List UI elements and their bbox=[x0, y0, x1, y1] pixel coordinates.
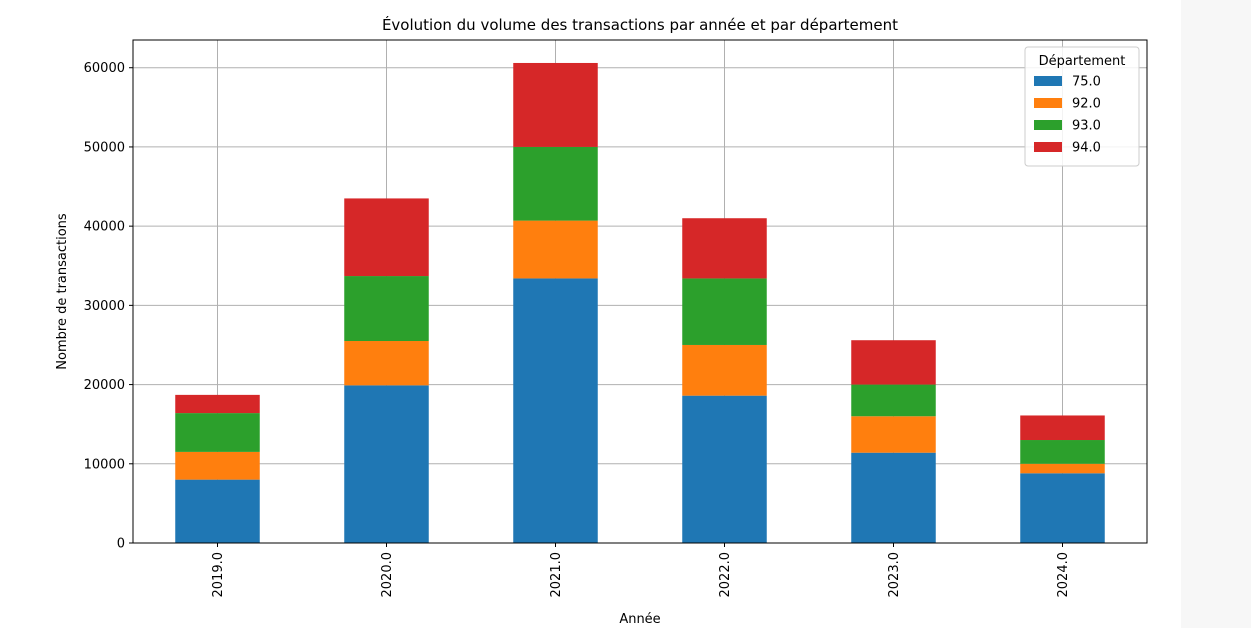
x-tick-label: 2020.0 bbox=[380, 552, 395, 598]
bar-segment bbox=[175, 451, 260, 480]
x-tick-label: 2023.0 bbox=[887, 552, 902, 598]
legend-title: Département bbox=[1039, 54, 1126, 69]
x-tick-label: 2021.0 bbox=[549, 552, 564, 598]
bar-segment bbox=[682, 395, 767, 543]
bars bbox=[175, 62, 1105, 543]
bar-segment bbox=[344, 198, 429, 277]
y-tick-label: 30000 bbox=[84, 299, 125, 314]
grid-lines bbox=[133, 40, 1147, 544]
x-tick-label: 2019.0 bbox=[211, 552, 226, 598]
bar-segment bbox=[513, 220, 598, 279]
bar-segment bbox=[682, 344, 767, 396]
y-tick-label: 40000 bbox=[84, 220, 125, 235]
bar-segment bbox=[851, 384, 936, 417]
axis-ticks: 0 10000 20000 30000 40000 50000 60000 2019.0 202… bbox=[84, 61, 1071, 597]
bar-segment bbox=[1020, 473, 1105, 543]
bar-segment bbox=[1020, 440, 1105, 464]
bar-segment bbox=[682, 278, 767, 345]
legend-label: 93.0 bbox=[1072, 119, 1101, 134]
page-margin bbox=[1181, 0, 1251, 628]
y-axis-title: Nombre de transactions bbox=[55, 213, 70, 370]
bar-segment bbox=[344, 276, 429, 342]
x-tick-label: 2022.0 bbox=[718, 552, 733, 598]
chart-title: Évolution du volume des transactions par… bbox=[382, 15, 898, 34]
bar-segment bbox=[851, 416, 936, 453]
legend-label: 75.0 bbox=[1072, 75, 1101, 90]
legend: Département 75.0 92.0 93.0 94.0 bbox=[1024, 46, 1140, 167]
bar-segment bbox=[682, 218, 767, 279]
bar-segment bbox=[513, 146, 598, 221]
bar-segment bbox=[344, 385, 429, 543]
bar-segment bbox=[175, 479, 260, 543]
y-tick-label: 20000 bbox=[84, 378, 125, 393]
y-tick-label: 10000 bbox=[84, 457, 125, 472]
legend-swatch bbox=[1034, 76, 1062, 86]
bar-segment bbox=[175, 413, 260, 452]
x-tick-label: 2024.0 bbox=[1056, 552, 1071, 598]
bar-segment bbox=[175, 394, 260, 414]
legend-swatch bbox=[1034, 120, 1062, 130]
bar-segment bbox=[851, 452, 936, 543]
legend-label: 94.0 bbox=[1072, 141, 1101, 156]
legend-swatch bbox=[1034, 98, 1062, 108]
legend-swatch bbox=[1034, 142, 1062, 152]
x-axis-title: Année bbox=[619, 612, 660, 627]
plot-frame bbox=[132, 39, 1148, 544]
bar-segment bbox=[513, 278, 598, 543]
bar-segment bbox=[1020, 415, 1105, 441]
bar-segment bbox=[513, 62, 598, 147]
bar-segment bbox=[851, 340, 936, 385]
bar-segment bbox=[1020, 463, 1105, 474]
y-tick-label: 60000 bbox=[84, 61, 125, 76]
y-tick-label: 0 bbox=[117, 537, 125, 552]
y-tick-label: 50000 bbox=[84, 140, 125, 155]
bar-segment bbox=[344, 341, 429, 386]
legend-label: 92.0 bbox=[1072, 97, 1101, 112]
